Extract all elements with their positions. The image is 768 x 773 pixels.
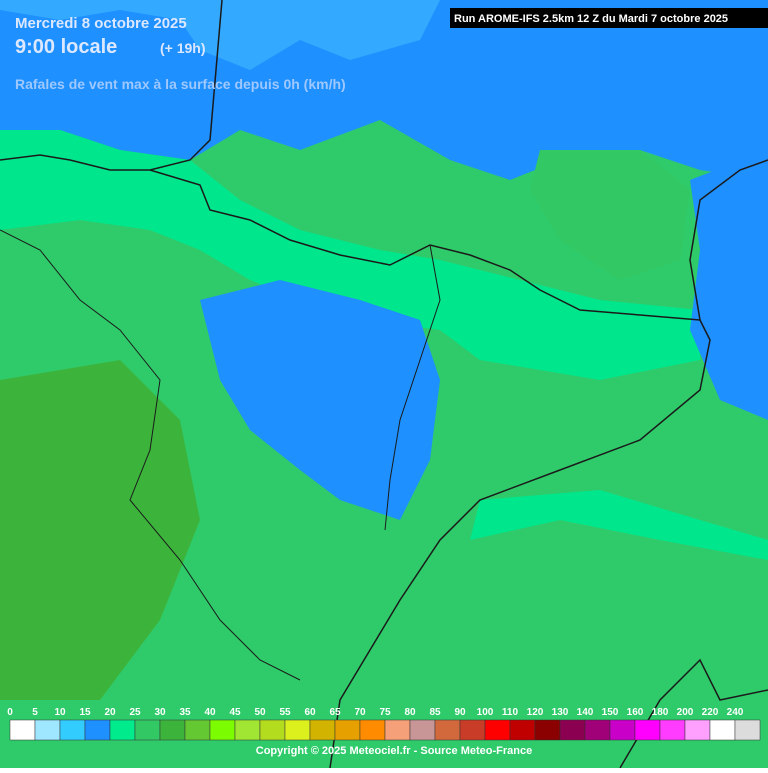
legend-swatch bbox=[34, 719, 61, 741]
legend-label: 20 bbox=[104, 707, 116, 718]
legend-label: 35 bbox=[179, 707, 191, 718]
legend-label: 240 bbox=[727, 707, 744, 718]
pyrenees-band bbox=[0, 130, 700, 380]
legend-label: 55 bbox=[279, 707, 291, 718]
bay-light bbox=[0, 0, 440, 70]
east-sea bbox=[690, 150, 768, 420]
run-box bbox=[450, 8, 768, 28]
legend-swatch bbox=[434, 719, 461, 741]
legend-swatch bbox=[184, 719, 211, 741]
legend-label: 220 bbox=[702, 707, 719, 718]
legend-label: 25 bbox=[129, 707, 141, 718]
legend-label: 140 bbox=[577, 707, 594, 718]
legend-swatch bbox=[259, 719, 286, 741]
date: Mercredi 8 octobre 2025 bbox=[15, 15, 187, 32]
legend-label: 5 bbox=[32, 707, 38, 718]
legend-label: 120 bbox=[527, 707, 544, 718]
legend-label: 10 bbox=[54, 707, 66, 718]
west-plateau bbox=[0, 360, 200, 700]
legend-label: 30 bbox=[154, 707, 166, 718]
region-border bbox=[0, 229, 301, 681]
legend-label: 160 bbox=[627, 707, 644, 718]
region-border bbox=[384, 244, 441, 531]
legend-swatch bbox=[409, 719, 436, 741]
run-info: Run AROME-IFS 2.5km 12 Z du Mardi 7 octo… bbox=[454, 13, 728, 25]
east-hills bbox=[530, 150, 690, 280]
legend-swatch bbox=[334, 719, 361, 741]
lead-time: (+ 19h) bbox=[160, 40, 206, 56]
time: 9:00 locale bbox=[15, 36, 117, 58]
legend-swatch bbox=[534, 719, 561, 741]
legend-swatch bbox=[9, 719, 36, 741]
coastline-gulf bbox=[689, 159, 768, 321]
legend-label: 200 bbox=[677, 707, 694, 718]
north-sea bbox=[0, 0, 768, 180]
mediterranean bbox=[340, 500, 768, 768]
legend-label: 150 bbox=[602, 707, 619, 718]
legend-label: 75 bbox=[379, 707, 391, 718]
coastline-east bbox=[329, 319, 711, 769]
legend-label: 40 bbox=[204, 707, 216, 718]
legend-label: 180 bbox=[652, 707, 669, 718]
legend-swatch bbox=[734, 719, 761, 741]
legend-label: 85 bbox=[429, 707, 441, 718]
legend-swatch bbox=[484, 719, 511, 741]
coast-band bbox=[470, 490, 768, 560]
legend-swatch bbox=[359, 719, 386, 741]
legend-swatch bbox=[384, 719, 411, 741]
legend-swatch bbox=[134, 719, 161, 741]
legend-label: 70 bbox=[354, 707, 366, 718]
legend-swatch bbox=[609, 719, 636, 741]
legend-label: 65 bbox=[329, 707, 341, 718]
legend-swatch bbox=[159, 719, 186, 741]
legend-label: 45 bbox=[229, 707, 241, 718]
legend-swatch bbox=[59, 719, 86, 741]
legend-label: 100 bbox=[477, 707, 494, 718]
legend-label: 80 bbox=[404, 707, 416, 718]
legend-label: 15 bbox=[79, 707, 91, 718]
legend-label: 130 bbox=[552, 707, 569, 718]
legend-swatch bbox=[309, 719, 336, 741]
legend-swatch bbox=[659, 719, 686, 741]
legend-swatch bbox=[234, 719, 261, 741]
legend-swatch bbox=[709, 719, 736, 741]
legend-swatch bbox=[509, 719, 536, 741]
legend-swatch bbox=[584, 719, 611, 741]
legend-label: 110 bbox=[502, 707, 519, 718]
coastline-north bbox=[0, 0, 223, 171]
legend-label: 50 bbox=[254, 707, 266, 718]
legend-swatch bbox=[684, 719, 711, 741]
legend-swatch bbox=[209, 719, 236, 741]
legend-label: 90 bbox=[454, 707, 466, 718]
legend-swatch bbox=[109, 719, 136, 741]
legend-swatch bbox=[559, 719, 586, 741]
legend-label: 0 bbox=[7, 707, 13, 718]
legend: 0 5 10 15 20 25 30 35 40 45 50 55 60 65 70 75 80 85 90 100 1… bbox=[7, 707, 761, 741]
ebro-low bbox=[200, 280, 440, 520]
legend-swatch bbox=[284, 719, 311, 741]
legend-label: 60 bbox=[304, 707, 316, 718]
legend-swatch bbox=[459, 719, 486, 741]
variable: Rafales de vent max à la surface depuis … bbox=[15, 76, 346, 92]
copyright: Copyright © 2025 Meteociel.fr - Source M… bbox=[256, 745, 532, 757]
legend-swatch bbox=[634, 719, 661, 741]
border-france-spain bbox=[149, 169, 701, 321]
legend-swatch bbox=[84, 719, 111, 741]
